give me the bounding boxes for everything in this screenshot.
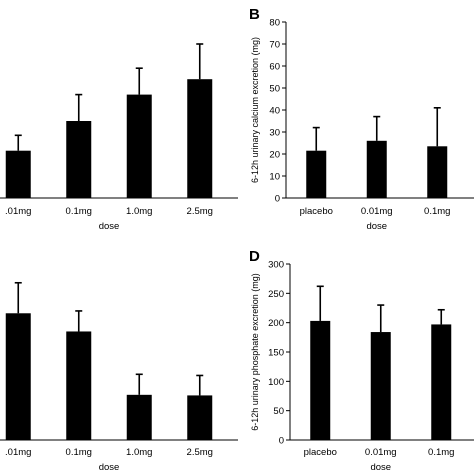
bar-1.0mg (126, 94, 152, 198)
panel-C: .01mg 0.1mg 1.0mg 2.5mg dose (0, 281, 238, 473)
x-tick-label: 0.1mg (428, 447, 454, 458)
x-tick-label: 2.5mg (187, 447, 213, 458)
x-tick-label: 0.1mg (66, 447, 92, 458)
y-tick-label: 50 (273, 406, 284, 417)
x-axis-label: dose (99, 221, 120, 232)
y-tick-label: 300 (268, 260, 284, 271)
x-tick-label: 1.0mg (126, 447, 152, 458)
y-tick-label: 0 (279, 436, 284, 447)
x-tick-label: .01mg (5, 447, 31, 458)
x-tick-label: 0.1mg (66, 206, 92, 217)
x-axis-label: dose (366, 221, 387, 232)
x-tick-label: .01mg (5, 206, 31, 217)
y-tick-label: 150 (268, 348, 284, 359)
bar-0.01mg (370, 332, 391, 440)
panel-B: B 0 10 20 30 40 50 60 70 80 6-12h urinary calcium … (249, 6, 474, 232)
panel-label: B (249, 6, 260, 23)
bar-placebo (306, 150, 327, 198)
panel-label: D (249, 248, 260, 265)
y-axis-label: 6-12h urinary phosphate excretion (mg) (250, 273, 260, 431)
x-tick-label: placebo (304, 447, 337, 458)
y-tick-label: 200 (268, 318, 284, 329)
panel-D: D 0 50 100 150 200 250 300 6-12h urinary phospha… (249, 248, 474, 473)
y-tick-label: 10 (269, 172, 280, 183)
bar-0.01mg (366, 140, 387, 198)
y-tick-label: 30 (269, 128, 280, 139)
y-tick-label: 40 (269, 106, 280, 117)
bar-2.5mg (187, 395, 213, 440)
bar-0.01mg (5, 313, 31, 440)
bar-0.1mg (66, 121, 92, 198)
y-tick-label: 20 (269, 150, 280, 161)
y-tick-label: 50 (269, 84, 280, 95)
x-tick-label: 0.01mg (365, 447, 397, 458)
panel-A: .01mg 0.1mg 1.0mg 2.5mg dose (0, 43, 238, 232)
x-tick-label: 1.0mg (126, 206, 152, 217)
y-axis-label: 6-12h urinary calcium excretion (mg) (250, 37, 260, 183)
y-tick-label: 60 (269, 62, 280, 73)
y-tick-label: 250 (268, 289, 284, 300)
bar-0.01mg (5, 150, 31, 198)
y-tick-label: 100 (268, 377, 284, 388)
x-tick-label: placebo (300, 206, 333, 217)
y-tick-label: 80 (269, 18, 280, 29)
bar-0.1mg (427, 146, 448, 198)
x-tick-label: 0.1mg (424, 206, 450, 217)
bar-0.1mg (66, 331, 92, 440)
y-tick-label: 0 (275, 194, 280, 205)
bar-2.5mg (187, 79, 213, 198)
x-tick-label: 2.5mg (187, 206, 213, 217)
bar-placebo (310, 320, 331, 440)
bar-1.0mg (126, 394, 152, 440)
y-tick-label: 70 (269, 40, 280, 51)
x-axis-label: dose (370, 462, 391, 473)
bar-0.1mg (431, 324, 452, 440)
x-axis-label: dose (99, 462, 120, 473)
x-tick-label: 0.01mg (361, 206, 393, 217)
